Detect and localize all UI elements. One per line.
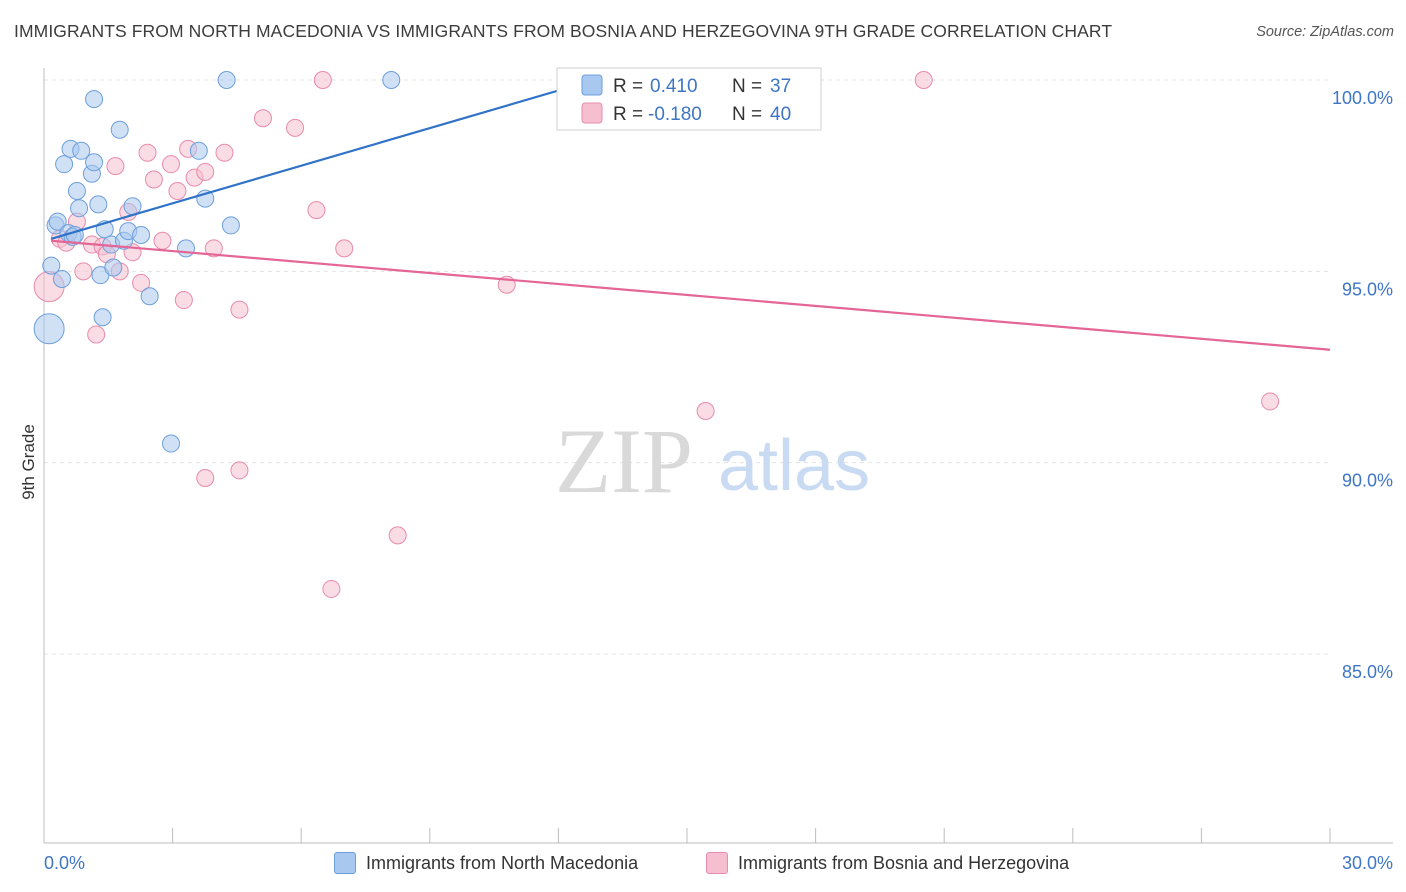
stats-legend-n-value-blue: 37: [770, 76, 791, 97]
data-point-pink: [132, 273, 151, 292]
y-tick-label: 95.0%: [1342, 279, 1393, 299]
x-tick-label-min: 0.0%: [44, 853, 85, 873]
data-point-pink: [307, 201, 326, 220]
data-point-blue: [93, 308, 112, 327]
stats-legend-n-label-blue: N =: [732, 76, 767, 97]
stats-legend-n-label-pink: N =: [732, 104, 767, 125]
data-point-pink: [174, 291, 193, 310]
data-point-blue: [42, 256, 61, 275]
stats-legend-r-value-pink: -0.180: [648, 104, 702, 125]
data-point-pink: [196, 468, 215, 487]
data-point-blue: [52, 269, 71, 288]
trendline-blue: [50, 78, 595, 240]
data-point-pink: [144, 170, 163, 189]
trendlines: [50, 78, 1331, 351]
chart-title: IMMIGRANTS FROM NORTH MACEDONIA VS IMMIG…: [14, 21, 1113, 41]
data-point-blue: [110, 120, 129, 139]
data-point-blue: [89, 195, 108, 214]
data-point-pink: [196, 162, 215, 181]
data-point-pink: [286, 118, 305, 137]
data-point-blue: [55, 155, 74, 174]
tick-labels: 100.0% 95.0% 90.0% 85.0% 0.0% 30.0%: [44, 88, 1393, 873]
data-point-blue: [85, 90, 104, 109]
y-tick-label: 85.0%: [1342, 662, 1393, 682]
series-pink-points: [33, 71, 1280, 598]
watermark-atlas: atlas: [718, 426, 870, 506]
data-point-pink: [253, 109, 272, 128]
data-point-pink: [87, 325, 106, 344]
data-point-pink: [230, 461, 249, 480]
data-point-pink: [1261, 392, 1280, 411]
legend-label-north-macedonia: Immigrants from North Macedonia: [366, 852, 639, 873]
watermark-zip: ZIP: [555, 410, 693, 512]
data-point-blue: [72, 141, 91, 160]
legend-swatch-pink: [706, 852, 728, 874]
data-point-pink: [138, 143, 157, 162]
y-axis-label: 9th Grade: [19, 424, 38, 500]
data-point-blue: [140, 287, 159, 306]
data-point-blue: [65, 225, 84, 244]
data-point-pink: [696, 402, 715, 421]
data-point-blue: [85, 153, 104, 172]
chart-source: Source: ZipAtlas.com: [1256, 24, 1394, 40]
data-point-pink: [914, 71, 933, 89]
gridlines: [44, 79, 1330, 655]
stats-legend-swatch-pink: [581, 102, 603, 124]
x-tick-label-max: 30.0%: [1342, 853, 1393, 873]
data-point-pink: [335, 239, 354, 258]
data-point-blue: [132, 225, 151, 244]
stats-legend-r-label-pink: R =: [613, 104, 648, 125]
data-point-pink: [388, 526, 407, 545]
trendline-pink: [51, 239, 1331, 351]
stats-legend: R = 0.410 N = 37 R = -0.180 N = 40: [556, 67, 822, 131]
data-point-blue: [48, 212, 67, 231]
data-point-pink: [204, 239, 223, 258]
data-point-blue: [189, 141, 208, 160]
data-point-blue: [162, 434, 181, 453]
data-point-blue: [70, 199, 89, 218]
stats-legend-swatch-blue: [581, 74, 603, 96]
stats-legend-n-value-pink: 40: [770, 104, 791, 125]
data-point-pink: [313, 71, 332, 89]
stats-legend-r-value-blue: 0.410: [650, 76, 698, 97]
data-point-pink: [153, 231, 172, 250]
series-blue-points: [33, 71, 600, 453]
y-tick-label: 90.0%: [1342, 471, 1393, 491]
y-tick-label: 100.0%: [1332, 88, 1393, 108]
stats-legend-r-label-blue: R =: [613, 76, 648, 97]
data-point-blue: [217, 71, 236, 89]
data-point-pink: [322, 579, 341, 598]
data-point-pink: [168, 181, 187, 200]
legend-item-bosnia: Immigrants from Bosnia and Herzegovina: [706, 852, 1069, 874]
data-point-pink: [230, 300, 249, 319]
data-point-blue: [382, 71, 401, 89]
data-point-pink: [74, 262, 93, 281]
data-point-blue: [176, 239, 195, 258]
legend-item-north-macedonia: Immigrants from North Macedonia: [334, 852, 638, 874]
legend-swatch-blue: [334, 852, 356, 874]
data-point-pink: [162, 155, 181, 174]
data-point-blue: [67, 181, 86, 200]
watermark: ZIP atlas: [555, 410, 870, 512]
data-point-pink: [215, 143, 234, 162]
data-point-blue: [221, 216, 240, 235]
data-point-blue: [33, 313, 65, 345]
data-point-blue: [104, 258, 123, 277]
axes: [43, 68, 1393, 844]
legend-label-bosnia: Immigrants from Bosnia and Herzegovina: [738, 852, 1070, 873]
data-point-pink: [106, 157, 125, 176]
